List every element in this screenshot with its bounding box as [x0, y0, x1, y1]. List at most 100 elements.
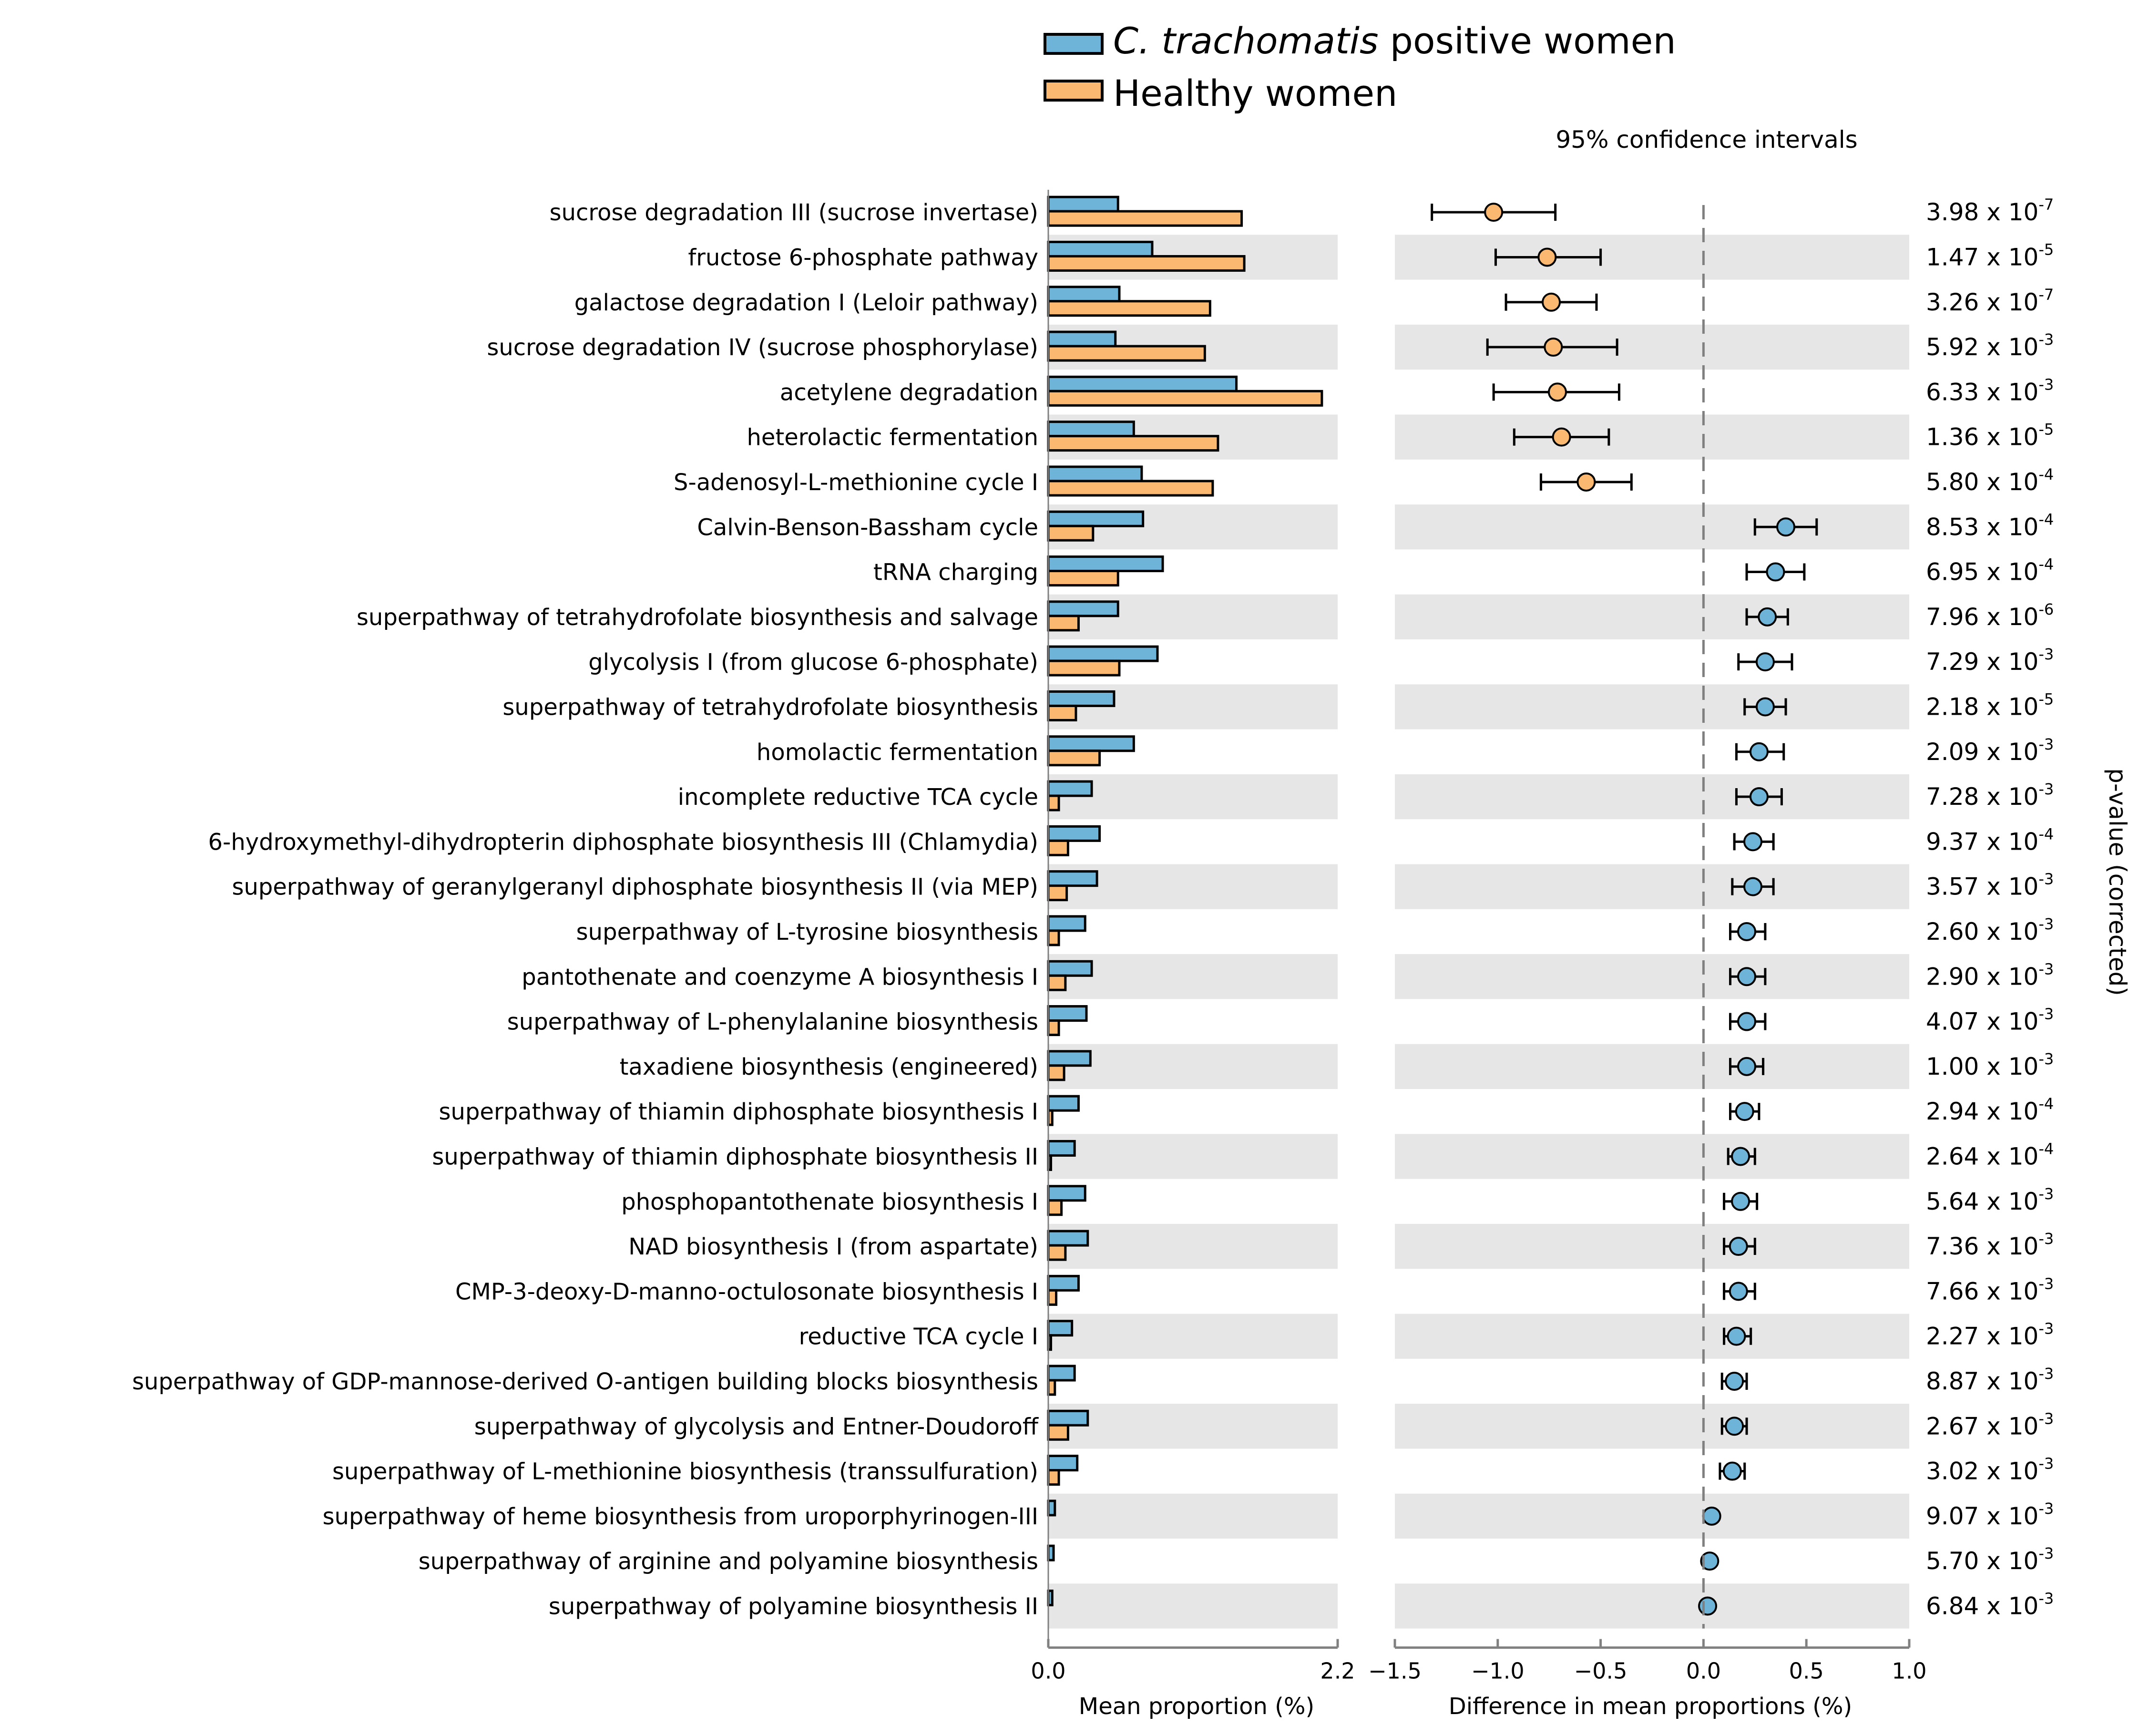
pathway-labels: sucrose degradation III (sucrose inverta… — [132, 199, 1039, 1620]
bar-healthy — [1047, 884, 1068, 902]
pathway-label: superpathway of L-methionine biosynthesi… — [332, 1459, 1038, 1485]
p-value-exponent: -7 — [2038, 195, 2054, 214]
bar-positive — [1047, 1455, 1079, 1472]
p-value-exponent: -4 — [2038, 465, 2054, 483]
right-x-tick-label: −1.5 — [1368, 1658, 1422, 1684]
p-value-exponent: -3 — [2038, 1230, 2054, 1248]
ci-point — [1537, 247, 1557, 267]
p-value-base: 3.26 x 10 — [1926, 288, 2038, 316]
p-value-base: 1.36 x 10 — [1926, 423, 2038, 451]
pathway-label: superpathway of tetrahydrofolate biosynt… — [357, 604, 1038, 631]
axes: 0.0 2.2 −1.5 −1.0 −0.5 0.0 0.5 1.0 — [1031, 190, 1927, 1684]
ci-point — [1737, 967, 1757, 986]
right-x-tick-label: 0.0 — [1686, 1658, 1721, 1684]
ci-point — [1749, 742, 1769, 761]
p-value-exponent: -3 — [2038, 645, 2054, 663]
legend-label-healthy: Healthy women — [1113, 72, 1397, 114]
p-value-exponent: -3 — [2038, 915, 2054, 933]
row-stripe-right — [1395, 1583, 1909, 1629]
ci-point — [1749, 787, 1769, 807]
ci-point — [1727, 1326, 1746, 1346]
row-stripe-right — [1395, 414, 1909, 460]
p-value-base: 5.80 x 10 — [1926, 468, 2038, 496]
p-value-base: 5.70 x 10 — [1926, 1547, 2038, 1575]
bar-positive — [1047, 960, 1093, 977]
p-value: 5.92 x 10-3 — [1926, 330, 2054, 361]
pathway-label: NAD biosynthesis I (from aspartate) — [628, 1233, 1038, 1260]
pathway-label: homolactic fermentation — [757, 739, 1038, 766]
row-stripe-left — [1048, 1223, 1338, 1269]
bar-positive — [1047, 375, 1238, 392]
p-value-exponent: -5 — [2038, 690, 2054, 708]
pathway-label: superpathway of L-phenylalanine biosynth… — [507, 1009, 1038, 1036]
legend-label-positive: C. trachomatis positive women — [1113, 20, 1676, 62]
p-value: 2.27 x 10-3 — [1926, 1320, 2054, 1350]
p-value-exponent: -5 — [2038, 240, 2054, 258]
p-value-base: 5.64 x 10 — [1926, 1188, 2038, 1215]
p-value: 2.09 x 10-3 — [1926, 735, 2054, 766]
p-value-exponent: -3 — [2038, 1544, 2054, 1562]
row-stripe-left — [1048, 954, 1338, 999]
p-value: 2.18 x 10-5 — [1926, 690, 2054, 720]
ci-point — [1731, 1192, 1750, 1211]
p-value: 7.96 x 10-6 — [1926, 600, 2054, 631]
ci-point — [1725, 1371, 1744, 1391]
p-value-exponent: -3 — [2038, 1365, 2054, 1383]
p-value-exponent: -3 — [2038, 735, 2054, 753]
p-value: 7.66 x 10-3 — [1926, 1274, 2054, 1305]
p-value: 5.80 x 10-4 — [1926, 465, 2054, 496]
ci-point — [1576, 472, 1596, 492]
right-x-tick-label: 0.5 — [1789, 1658, 1824, 1684]
p-value-base: 2.94 x 10 — [1926, 1098, 2038, 1125]
pathway-label: superpathway of polyamine biosynthesis I… — [549, 1593, 1038, 1620]
ci-point — [1698, 1596, 1718, 1616]
ci-point — [1544, 338, 1563, 357]
p-value: 3.57 x 10-3 — [1926, 870, 2054, 901]
ci-point — [1743, 832, 1762, 852]
bar-positive — [1047, 240, 1154, 257]
pathway-label: taxadiene biosynthesis (engineered) — [620, 1054, 1038, 1080]
p-value: 4.07 x 10-3 — [1926, 1005, 2054, 1036]
p-value-base: 6.84 x 10 — [1926, 1592, 2038, 1620]
bar-positive — [1047, 555, 1164, 573]
p-value-base: 2.64 x 10 — [1926, 1142, 2038, 1170]
legend: C. trachomatis positive women Healthy wo… — [1044, 20, 1676, 114]
ci-point — [1743, 877, 1762, 896]
confidence-interval-markers — [1431, 203, 1818, 1616]
bar-positive — [1047, 510, 1145, 527]
pathway-label: superpathway of thiamin diphosphate bios… — [439, 1099, 1038, 1125]
row-stripe-right — [1395, 324, 1909, 370]
bar-positive — [1047, 735, 1135, 752]
p-value-exponent: -3 — [2038, 1185, 2054, 1203]
bar-positive — [1047, 870, 1098, 887]
row-stripe-right — [1395, 594, 1909, 639]
bar-healthy — [1047, 390, 1323, 407]
bar-healthy — [1047, 1019, 1060, 1037]
ci-point — [1725, 1417, 1744, 1436]
right-panel-xlabel: Difference in mean proportions (%) — [1449, 1693, 1852, 1720]
row-stripe-left — [1048, 774, 1338, 820]
p-value-exponent: -3 — [2038, 1409, 2054, 1428]
row-stripe-right — [1395, 774, 1909, 820]
bar-positive — [1047, 600, 1119, 617]
p-value-exponent: -3 — [2038, 1500, 2054, 1518]
ci-point — [1702, 1506, 1721, 1526]
p-value: 6.84 x 10-3 — [1926, 1589, 2054, 1620]
p-value-base: 3.98 x 10 — [1926, 198, 2038, 226]
p-value-exponent: -4 — [2038, 1095, 2054, 1113]
bar-healthy — [1047, 794, 1060, 812]
bar-positive — [1047, 1230, 1089, 1247]
bar-positive — [1047, 825, 1101, 842]
p-value: 2.90 x 10-3 — [1926, 960, 2054, 990]
pathway-label: S-adenosyl-L-methionine cycle I — [674, 469, 1038, 496]
bar-positive — [1047, 1409, 1089, 1427]
p-value-base: 7.28 x 10 — [1926, 783, 2038, 811]
p-value: 9.37 x 10-4 — [1926, 825, 2054, 855]
p-value: 1.47 x 10-5 — [1926, 240, 2054, 271]
p-value-base: 2.67 x 10 — [1926, 1412, 2038, 1440]
ci-point — [1731, 1147, 1750, 1166]
bar-positive — [1047, 1185, 1086, 1202]
bar-positive — [1047, 330, 1117, 348]
pathway-label: superpathway of thiamin diphosphate bios… — [432, 1143, 1038, 1170]
pathway-label: superpathway of tetrahydrofolate biosynt… — [502, 694, 1038, 720]
